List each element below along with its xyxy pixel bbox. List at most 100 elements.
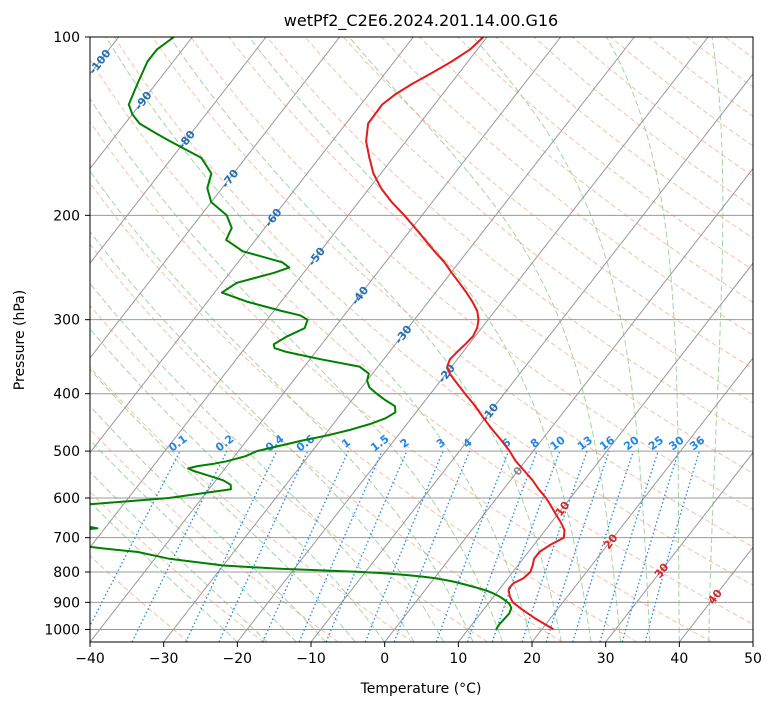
mixing-ratio-line	[599, 450, 659, 642]
x-tick-label: 0	[380, 651, 389, 667]
y-tick-label: 600	[53, 491, 80, 507]
mixing-ratio-label: 1	[339, 436, 353, 451]
moist-adiabat-line	[90, 282, 415, 642]
dry-adiabat-line	[648, 37, 753, 117]
isotherm-line	[90, 37, 341, 359]
mixing-ratio-label: 36	[687, 433, 707, 453]
pressure-gridlines	[90, 37, 753, 630]
x-axis: −40 −30 −20 −10 0 10 20 30 40 50	[75, 642, 762, 667]
moist-adiabat-line	[90, 328, 386, 642]
dry-adiabat-line	[90, 304, 488, 642]
dry-adiabat-line	[266, 37, 753, 439]
isotherm-line	[90, 37, 488, 549]
dry-adiabat-line	[686, 37, 753, 88]
mixing-ratio-line	[521, 450, 588, 642]
mixing-ratio-label: 16	[597, 433, 617, 453]
isotherm-line	[310, 73, 753, 642]
isotherm-line	[90, 37, 414, 454]
isotherm-line	[236, 37, 709, 642]
dry-adiabat-line	[90, 366, 414, 642]
mixing-ratio-line	[572, 450, 635, 642]
isotherm-label: -50	[305, 245, 328, 269]
profiles	[90, 37, 566, 631]
x-tick-label: −10	[296, 651, 326, 667]
dry-adiabat-line	[190, 37, 753, 511]
moist-adiabats	[90, 37, 724, 642]
isotherm-line	[384, 167, 753, 642]
x-axis-label: Temperature (°C)	[360, 681, 482, 697]
y-axis-label: Pressure (hPa)	[12, 290, 28, 390]
moist-adiabat-line	[90, 97, 503, 642]
mixing-ratio-line	[262, 450, 349, 642]
x-tick-label: 50	[744, 651, 762, 667]
dry-adiabat-line	[342, 37, 753, 370]
dry-adiabat-line	[90, 120, 712, 642]
dry-adiabat-line	[533, 37, 753, 208]
isotherm-label: 30	[652, 560, 672, 580]
dry-adiabat-line	[90, 554, 190, 642]
y-tick-label: 1000	[44, 622, 80, 638]
dewpoint-profile	[90, 37, 513, 630]
y-axis: 100 200 300 400 500 600 700 800 900 1000	[44, 30, 90, 638]
isotherm-line	[531, 357, 753, 642]
y-tick-label: 200	[53, 208, 80, 224]
y-tick-label: 700	[53, 531, 80, 547]
y-tick-label: 400	[53, 387, 80, 403]
mixing-ratio-label: 4	[461, 436, 475, 451]
x-tick-label: −40	[75, 651, 105, 667]
isotherm-line	[90, 37, 193, 170]
mixing-ratio-line	[131, 450, 228, 642]
isotherm-line	[605, 451, 753, 642]
moist-adiabat-line	[90, 368, 356, 642]
dry-adiabats	[90, 37, 775, 642]
x-tick-label: 40	[670, 651, 688, 667]
dry-adiabat-line	[152, 37, 753, 548]
chart-title: wetPf2_C2E6.2024.201.14.00.G16	[284, 11, 558, 31]
moist-adiabat-line	[90, 230, 445, 642]
mixing-ratio-label: 25	[646, 434, 666, 454]
isotherm-line	[163, 37, 635, 642]
mixing-ratio-line	[298, 450, 383, 642]
y-tick-label: 800	[53, 565, 80, 581]
mixing-ratio-line	[621, 450, 680, 642]
x-tick-label: 10	[449, 651, 467, 667]
mixing-ratio-line	[435, 450, 510, 642]
moist-adiabat-line	[708, 37, 724, 642]
dry-adiabat-line	[763, 37, 775, 642]
isotherm-line	[457, 262, 753, 642]
isotherm-label: 20	[601, 531, 621, 551]
y-tick-label: 300	[53, 313, 80, 329]
dry-adiabat-line	[90, 243, 563, 642]
mixing-ratio-lines	[90, 450, 701, 642]
mixing-ratio-label: 30	[667, 433, 687, 453]
mixing-ratio-line	[466, 450, 538, 642]
isotherm-label: -70	[219, 167, 242, 191]
x-tick-label: 30	[597, 651, 615, 667]
plot-frame	[89, 36, 754, 643]
mixing-ratio-label: 13	[575, 434, 595, 454]
y-tick-label: 100	[53, 30, 80, 46]
moist-adiabat-line	[473, 37, 651, 642]
isotherm-line	[90, 37, 267, 265]
mixing-ratio-line	[364, 450, 444, 642]
mixing-ratio-line	[325, 450, 408, 642]
moist-adiabat-line	[90, 405, 327, 642]
dry-adiabat-line	[495, 37, 753, 239]
moist-adiabat-line	[348, 37, 621, 642]
moist-adiabat-line	[105, 37, 533, 642]
temperature-profile	[365, 37, 566, 631]
moist-adiabat-line	[90, 501, 238, 642]
mixing-ratio-line	[545, 450, 610, 642]
isotherm-line	[90, 37, 562, 642]
mixing-ratio-line	[644, 450, 701, 642]
dry-adiabat-line	[113, 37, 753, 586]
isotherm-label: -60	[262, 206, 285, 230]
isotherm-label: -30	[392, 323, 415, 347]
dry-adiabat-line	[228, 37, 753, 474]
mixing-ratio-line	[218, 450, 309, 642]
x-tick-label: 20	[523, 651, 541, 667]
isotherm-label: -100	[86, 47, 113, 77]
isotherm-label: 40	[705, 587, 725, 607]
mixing-ratio-label: 10	[548, 433, 568, 453]
x-tick-label: −20	[223, 651, 253, 667]
